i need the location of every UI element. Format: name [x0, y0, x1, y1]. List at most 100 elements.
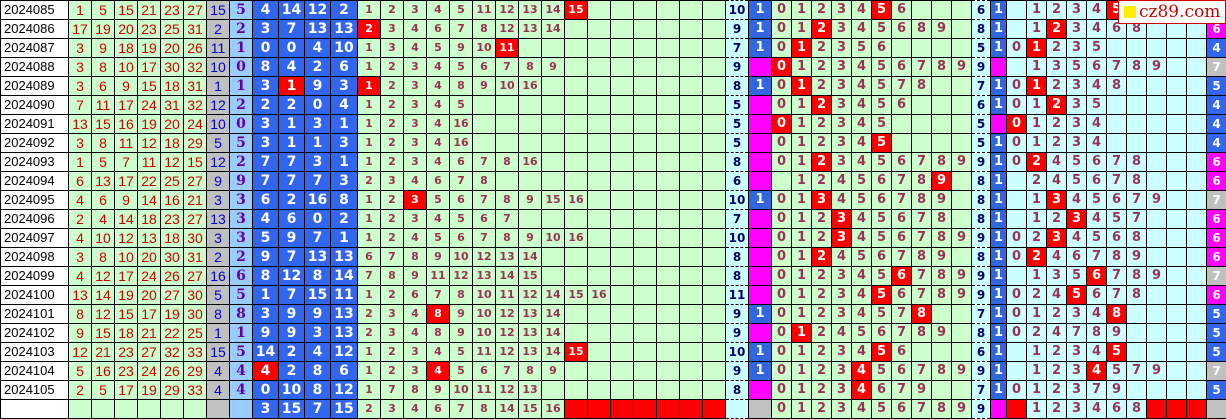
- candidate-cell: [702, 266, 726, 286]
- blue-stat-cell: 1: [278, 133, 305, 153]
- table-row: 2024089 3 6 9 15 18 31 1 1 3 1 9 3 1 2 3 4 8 9 10 16 8 1 0 1 2 3 4 5…: [0, 76, 1226, 96]
- drawn-number: 20: [114, 19, 138, 39]
- c-digit-cell: 3: [1066, 76, 1087, 96]
- candidate-cell: [610, 304, 634, 324]
- candidate-cell: [610, 285, 634, 305]
- c-digit-cell: [1186, 399, 1207, 419]
- candidate-cell: 2: [380, 57, 404, 77]
- candidate-cell: [610, 323, 634, 343]
- candidate-cell: 11: [472, 380, 496, 400]
- b-digit-cell: 7: [911, 399, 932, 419]
- table-row: 2024101 8 12 15 17 19 30 8 8 3 9 9 13 2 3 4 8 9 10 12 13 14 9 1…: [0, 304, 1226, 324]
- drawn-number-empty: [68, 399, 92, 419]
- c-digit-cell: 3: [1066, 380, 1087, 400]
- c-digit-cell: [1166, 133, 1187, 153]
- special-number: 1: [206, 76, 230, 96]
- result-value: 5: [1206, 304, 1226, 324]
- drawn-number: 8: [91, 133, 115, 153]
- c-digit-cell: [1126, 304, 1147, 324]
- drawn-number: 26: [183, 38, 207, 58]
- issue-number: 2024097: [0, 228, 69, 248]
- candidate-cell: 8: [495, 190, 519, 210]
- candidate-cell: 13: [495, 247, 519, 267]
- b-digit-cell: 8: [931, 361, 952, 381]
- drawn-number: 32: [183, 57, 207, 77]
- drawn-number: 24: [137, 361, 161, 381]
- candidate-cell: 5: [449, 209, 473, 229]
- blue-stat-cell: 7: [252, 171, 279, 191]
- drawn-number: 6: [68, 171, 92, 191]
- c-digit-cell: [1146, 247, 1167, 267]
- special-number: 3: [206, 190, 230, 210]
- b-digit-cell: 5: [851, 247, 872, 267]
- c-digit-cell: [1146, 228, 1167, 248]
- c-digit-cell: [1146, 95, 1167, 115]
- c-digit-cell: 7: [1086, 380, 1107, 400]
- c-digit-cell: 2: [1026, 247, 1047, 267]
- special-number: 5: [206, 133, 230, 153]
- b-digit-cell: 7: [891, 323, 912, 343]
- c-flag: 1: [990, 342, 1007, 362]
- c-flag: 1: [990, 38, 1007, 58]
- c-digit-cell: [1166, 171, 1187, 191]
- result-value: 6: [1206, 247, 1226, 267]
- result-value: 5: [1206, 380, 1226, 400]
- b-digit-cell: 1: [791, 19, 812, 39]
- candidate-cell: [541, 247, 565, 267]
- b-digit-cell: 0: [771, 38, 792, 58]
- candidate-cell: 2: [357, 304, 381, 324]
- c-count: 6: [971, 0, 991, 20]
- c-digit-cell: [1166, 323, 1187, 343]
- blue-stat-cell: 13: [330, 323, 358, 343]
- candidate-cell: 8: [403, 247, 427, 267]
- b-digit-cell: 8: [911, 19, 932, 39]
- c-digit-cell: [1166, 266, 1187, 286]
- blue-stat-cell: 2: [278, 95, 305, 115]
- blue-stat-cell: 10: [278, 380, 305, 400]
- b-digit-cell: 2: [811, 114, 832, 134]
- b-digit-cell: 5: [871, 0, 892, 20]
- footer-row: 3 15 7 15 2 3 4 6 7 8 14 15 16 0 1 2 3 4 5 6 7 8 9 9 1 2 3 4 6 8: [0, 399, 1226, 419]
- c-digit-cell: 4: [1086, 304, 1107, 324]
- b-digit-cell: 5: [871, 342, 892, 362]
- c-digit-cell: [1166, 304, 1187, 324]
- drawn-number: 30: [160, 247, 184, 267]
- blue-stat-cell: 0: [278, 38, 305, 58]
- table-row: 2024085 1 5 15 21 23 27 15 5 4 14 12 2 1 2 3 4 5 11 12 13 14 1…: [0, 0, 1226, 20]
- candidate-cell: [518, 95, 542, 115]
- issue-number: 2024100: [0, 285, 69, 305]
- candidate-cell: 4: [403, 19, 427, 39]
- mod-value: 3: [229, 209, 253, 229]
- b-digit-cell: 1: [791, 114, 812, 134]
- candidate-cell: [518, 114, 542, 134]
- candidate-cell: [656, 342, 680, 362]
- drawn-number: 4: [91, 209, 115, 229]
- c-flag: 1: [990, 361, 1007, 381]
- b-digit-cell: 2: [811, 285, 832, 305]
- candidate-cell: 1: [357, 76, 381, 96]
- drawn-number: 15: [114, 304, 138, 324]
- c-count: 9: [971, 399, 991, 419]
- candidate-cell: 16: [449, 133, 473, 153]
- candidate-cell: [587, 361, 611, 381]
- b-digit-cell: 4: [851, 209, 872, 229]
- candidate-cell: [679, 57, 703, 77]
- b-digit-cell: 7: [891, 76, 912, 96]
- candidate-cell: [633, 361, 657, 381]
- candidate-cell: [679, 95, 703, 115]
- result-value: 6: [1206, 171, 1226, 191]
- b-flag: [748, 266, 772, 286]
- candidate-cell: [633, 76, 657, 96]
- candidate-cell: 3: [403, 342, 427, 362]
- c-digit-cell: [1166, 57, 1187, 77]
- drawn-number: 21: [137, 0, 161, 20]
- c-digit-cell: 0: [1006, 380, 1027, 400]
- b-flag: 1: [748, 19, 772, 39]
- drawn-number: 1: [68, 152, 92, 172]
- c-digit-cell: 9: [1146, 57, 1167, 77]
- b-digit-cell: 8: [911, 171, 932, 191]
- candidate-cell: [610, 0, 634, 20]
- candidate-cell: [564, 133, 588, 153]
- candidate-cell: 8: [472, 19, 496, 39]
- candidate-cell: [679, 38, 703, 58]
